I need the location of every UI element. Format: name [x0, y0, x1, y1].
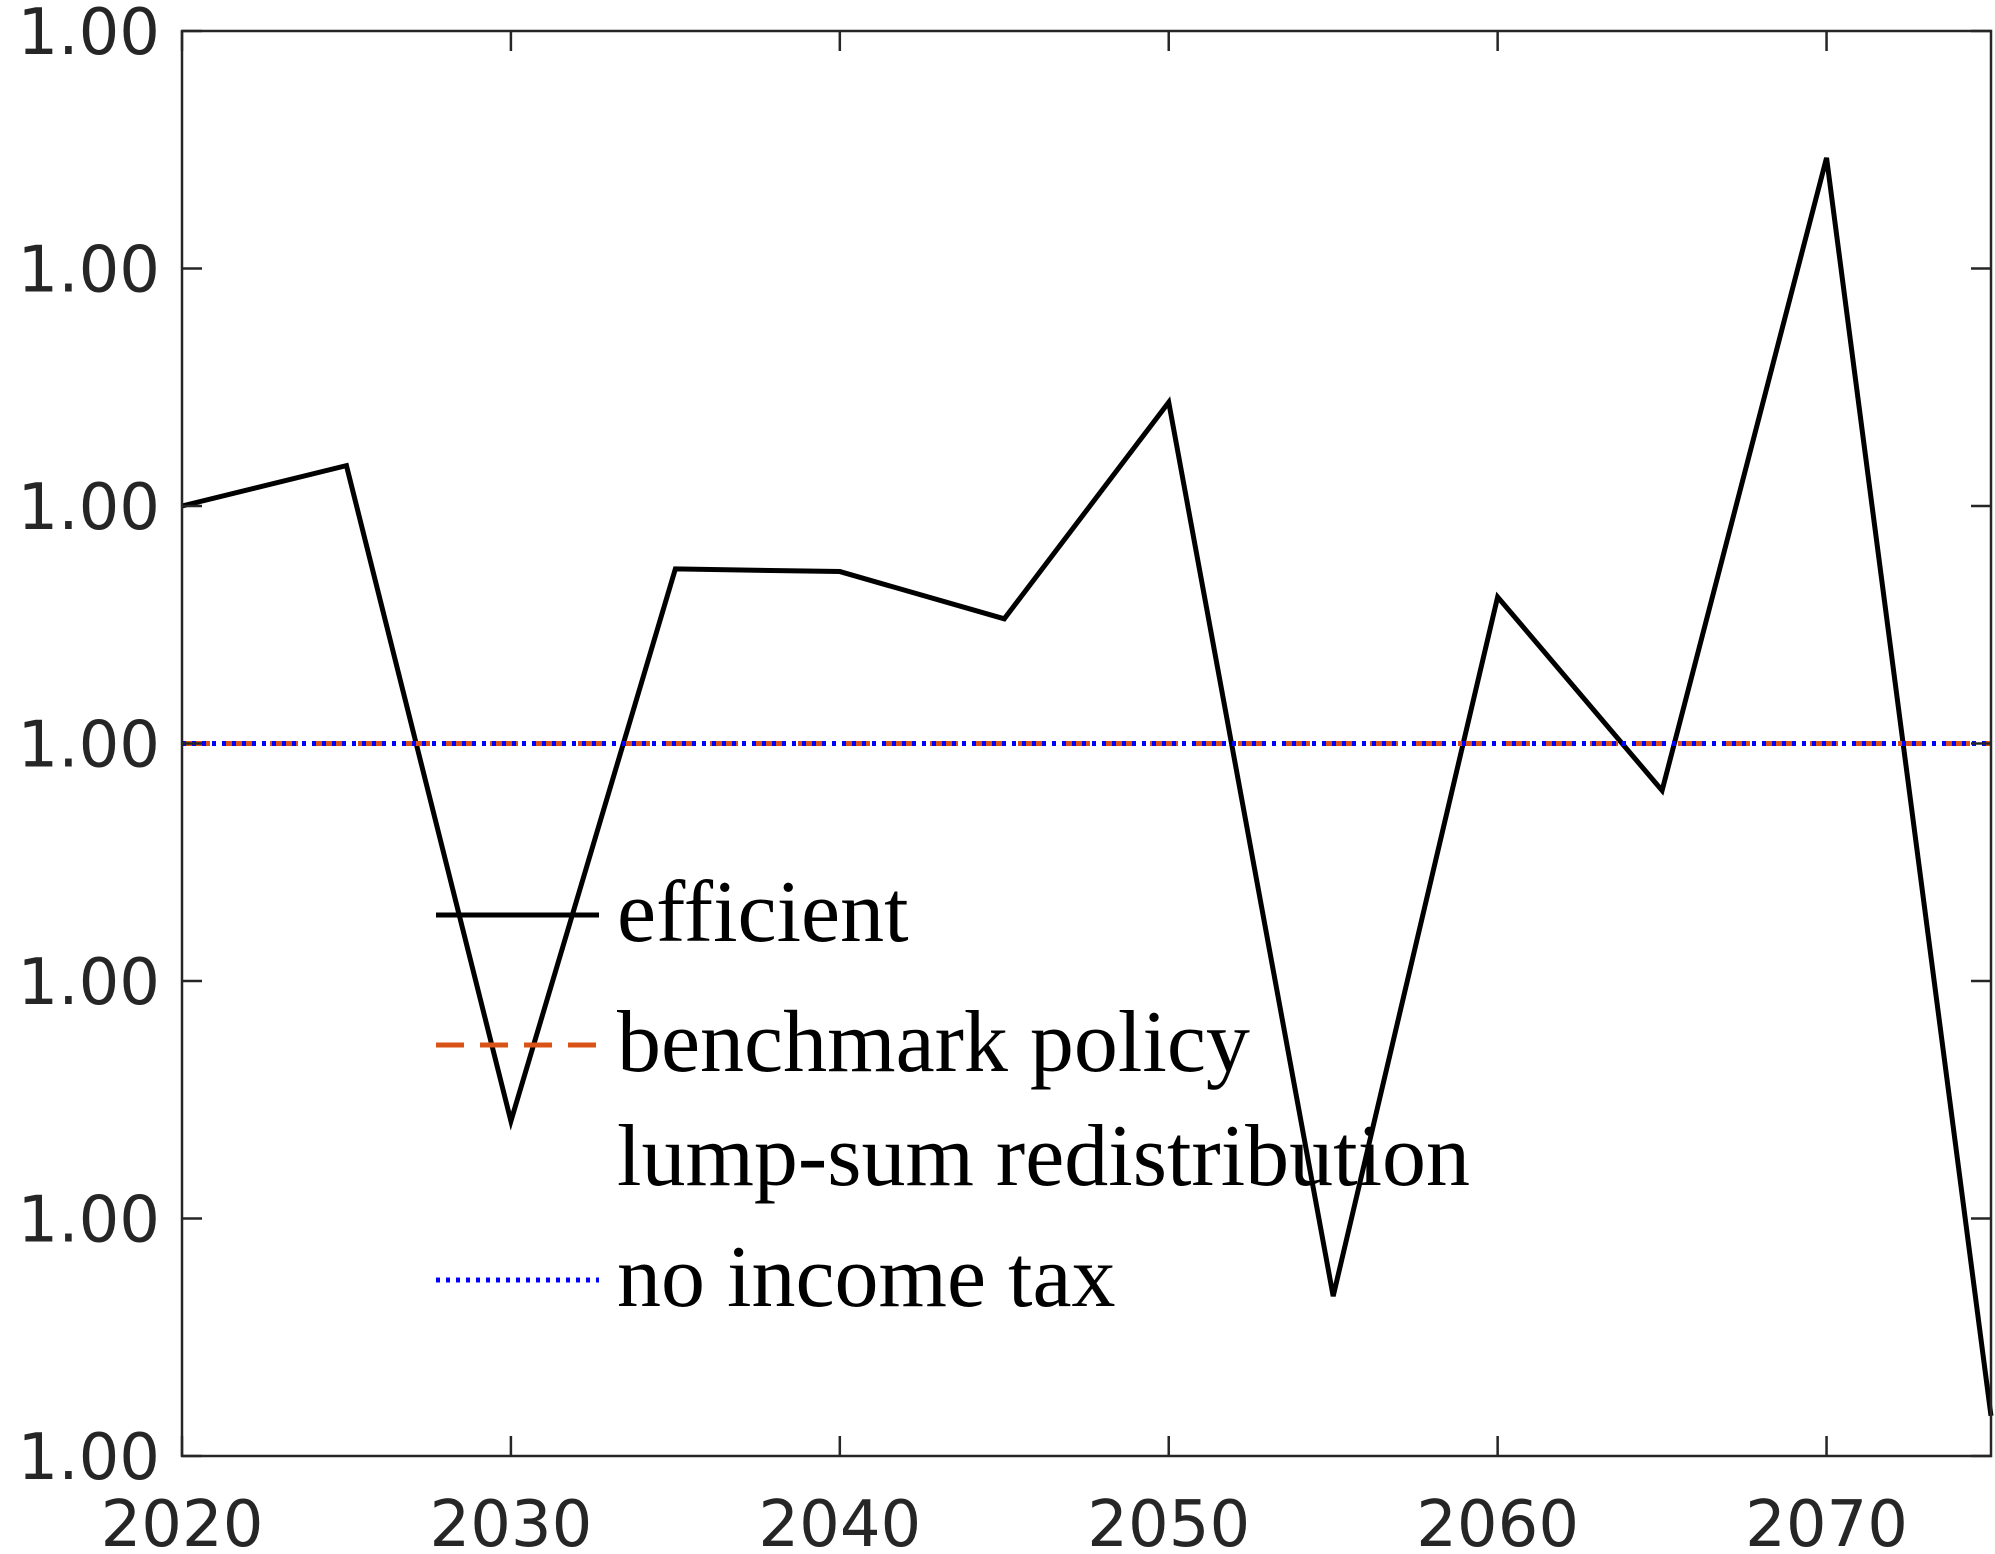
x-tick-label: 2030 — [429, 1488, 592, 1554]
legend-label: benchmark policy — [617, 994, 1250, 1091]
y-tick-label: 1.00 — [18, 709, 161, 783]
y-tick-label: 1.00 — [18, 1421, 161, 1495]
line-series — [181, 157, 1994, 1417]
x-tick-label: 2020 — [101, 1488, 264, 1554]
y-tick-label: 1.00 — [18, 471, 161, 545]
x-tick-label: 2070 — [1745, 1488, 1908, 1554]
x-tick-label: 2040 — [758, 1488, 921, 1554]
legend-label: efficient — [617, 864, 909, 961]
y-tick-label: 1.00 — [18, 946, 161, 1020]
legend-label: no income tax — [617, 1229, 1116, 1326]
x-tick-label: 2060 — [1416, 1488, 1579, 1554]
x-tick-label: 2050 — [1087, 1488, 1250, 1554]
y-tick-label: 1.00 — [18, 1184, 161, 1258]
y-tick-label: 1.00 — [18, 0, 161, 70]
legend-label: lump-sum redistribution — [617, 1108, 1470, 1205]
y-tick-label: 1.00 — [18, 234, 161, 308]
